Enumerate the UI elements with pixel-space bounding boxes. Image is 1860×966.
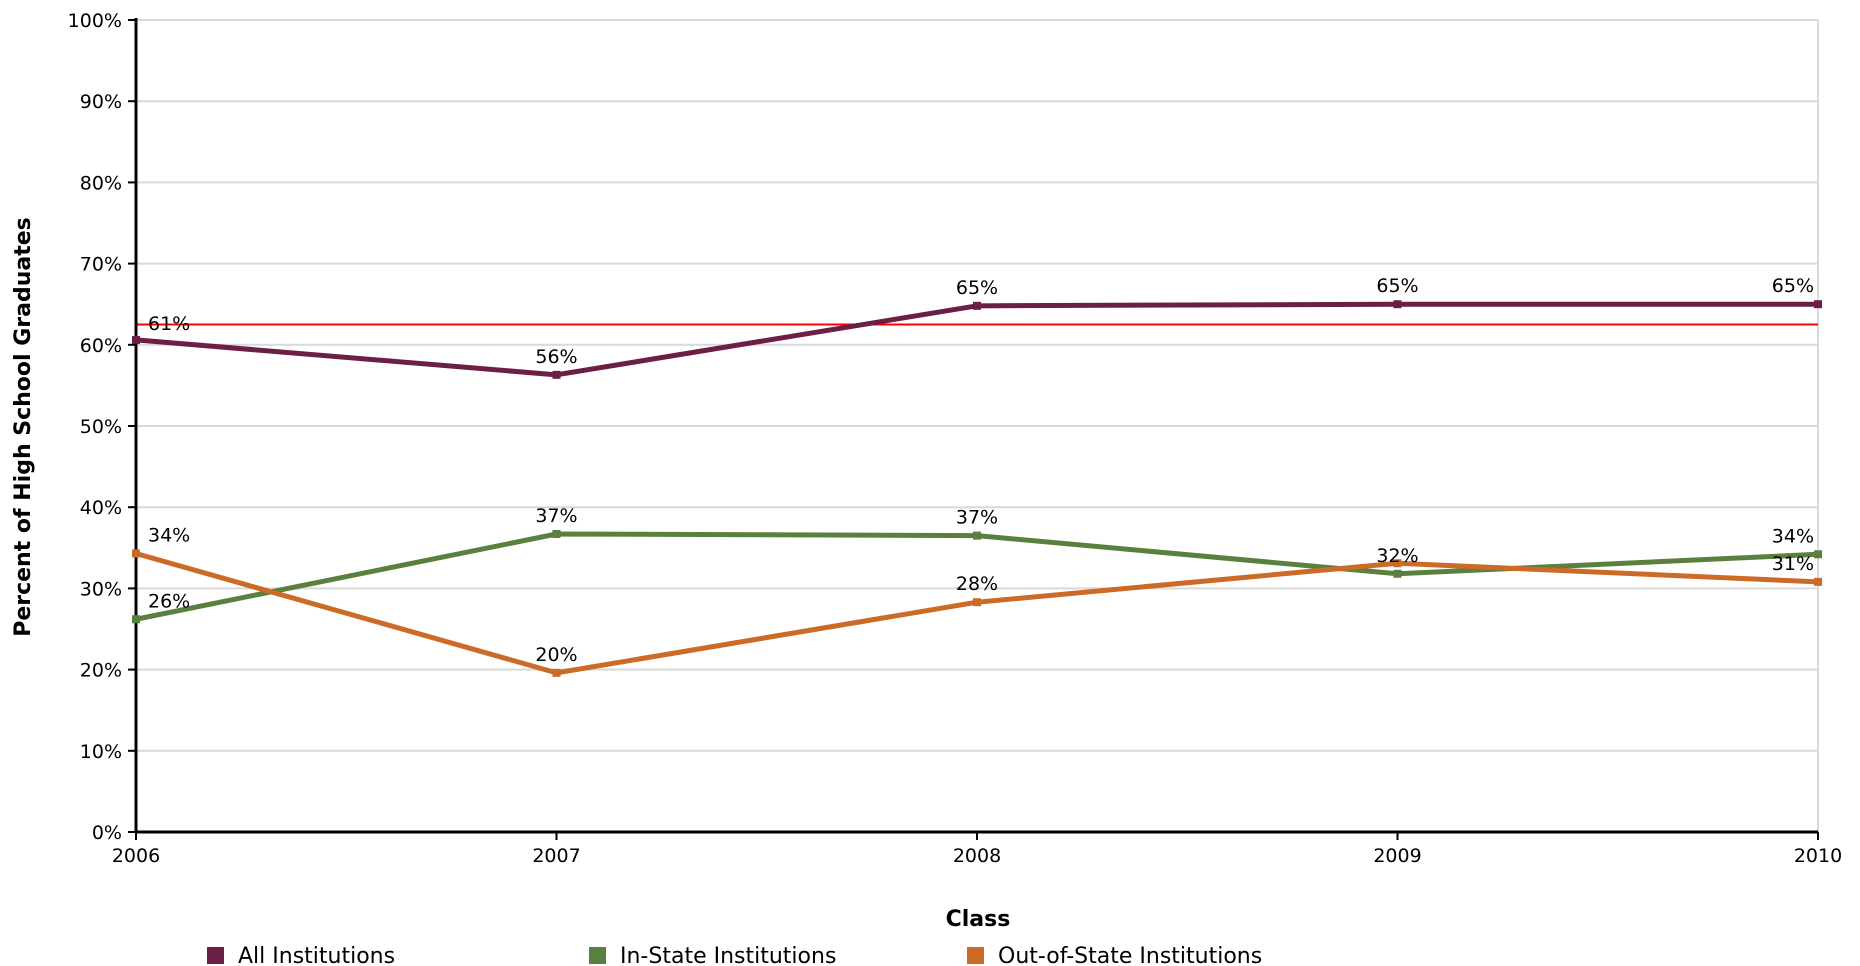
data-label: 32% bbox=[1376, 545, 1418, 567]
legend-swatch bbox=[207, 947, 224, 964]
data-label: 65% bbox=[1376, 275, 1418, 297]
data-point bbox=[1393, 559, 1402, 568]
y-tick-label: 10% bbox=[80, 741, 122, 763]
legend-item: Out-of-State Institutions bbox=[967, 944, 1262, 966]
data-point bbox=[552, 370, 561, 379]
y-tick-label: 70% bbox=[80, 254, 122, 276]
x-tick-label: 2008 bbox=[953, 845, 1001, 867]
x-tick-label: 2010 bbox=[1794, 845, 1842, 867]
y-tick-label: 20% bbox=[80, 660, 122, 682]
legend: All Institutions In-State Institutions Out… bbox=[207, 944, 1262, 966]
data-point bbox=[1814, 577, 1822, 586]
x-tick-label: 2009 bbox=[1373, 845, 1421, 867]
data-label: 34% bbox=[1772, 525, 1814, 547]
data-point bbox=[552, 529, 561, 538]
data-point bbox=[1393, 300, 1402, 309]
legend-label: In-State Institutions bbox=[620, 944, 836, 966]
legend-item: All Institutions bbox=[207, 944, 395, 966]
data-point bbox=[1393, 569, 1402, 578]
data-point bbox=[132, 615, 140, 624]
data-point bbox=[132, 335, 140, 344]
data-label: 20% bbox=[535, 644, 577, 666]
x-axis-title: Class bbox=[946, 907, 1011, 932]
axes: 0% 10% 20% 30% 40% 50% 60% 70% 80% 90% 100% 2006 200… bbox=[68, 10, 1843, 867]
x-tick-label: 2006 bbox=[112, 845, 160, 867]
y-tick-label: 50% bbox=[80, 416, 122, 438]
data-point bbox=[973, 598, 981, 607]
data-label: 28% bbox=[956, 573, 998, 595]
y-axis-title: Percent of High School Graduates bbox=[11, 217, 36, 637]
data-label: 37% bbox=[956, 507, 998, 529]
y-tick-label: 40% bbox=[80, 497, 122, 519]
data-point bbox=[1814, 300, 1822, 309]
series-line-2 bbox=[135, 551, 1819, 676]
legend-item: In-State Institutions bbox=[589, 944, 836, 966]
series-layer bbox=[132, 300, 1822, 677]
data-label: 31% bbox=[1772, 553, 1814, 575]
legend-swatch bbox=[967, 947, 984, 964]
y-tick-label: 80% bbox=[80, 172, 122, 194]
data-point bbox=[132, 549, 140, 558]
legend-label: All Institutions bbox=[238, 944, 395, 966]
y-tick-label: 60% bbox=[80, 335, 122, 357]
y-tick-label: 30% bbox=[80, 578, 122, 600]
data-label: 37% bbox=[535, 505, 577, 527]
data-point bbox=[1814, 550, 1822, 559]
legend-swatch bbox=[589, 947, 606, 964]
x-tick-label: 2007 bbox=[532, 845, 580, 867]
data-label: 61% bbox=[148, 313, 190, 335]
data-label: 26% bbox=[148, 590, 190, 612]
data-labels: 61% 56% 65% 65% 65% 26% 37% 37% 32% 34% 34% 20% 28% 3… bbox=[148, 275, 1814, 666]
y-tick-label: 90% bbox=[80, 91, 122, 113]
data-label: 34% bbox=[148, 524, 190, 546]
legend-label: Out-of-State Institutions bbox=[998, 944, 1262, 966]
y-tick-label: 0% bbox=[92, 822, 122, 844]
data-label: 65% bbox=[956, 277, 998, 299]
grid-lines bbox=[136, 19, 1819, 832]
y-tick-label: 100% bbox=[68, 10, 122, 32]
data-point bbox=[552, 668, 561, 677]
data-point bbox=[973, 301, 981, 310]
data-label: 65% bbox=[1772, 275, 1814, 297]
series-line-0 bbox=[135, 301, 1818, 378]
data-label: 56% bbox=[535, 346, 577, 368]
data-point bbox=[973, 531, 981, 540]
